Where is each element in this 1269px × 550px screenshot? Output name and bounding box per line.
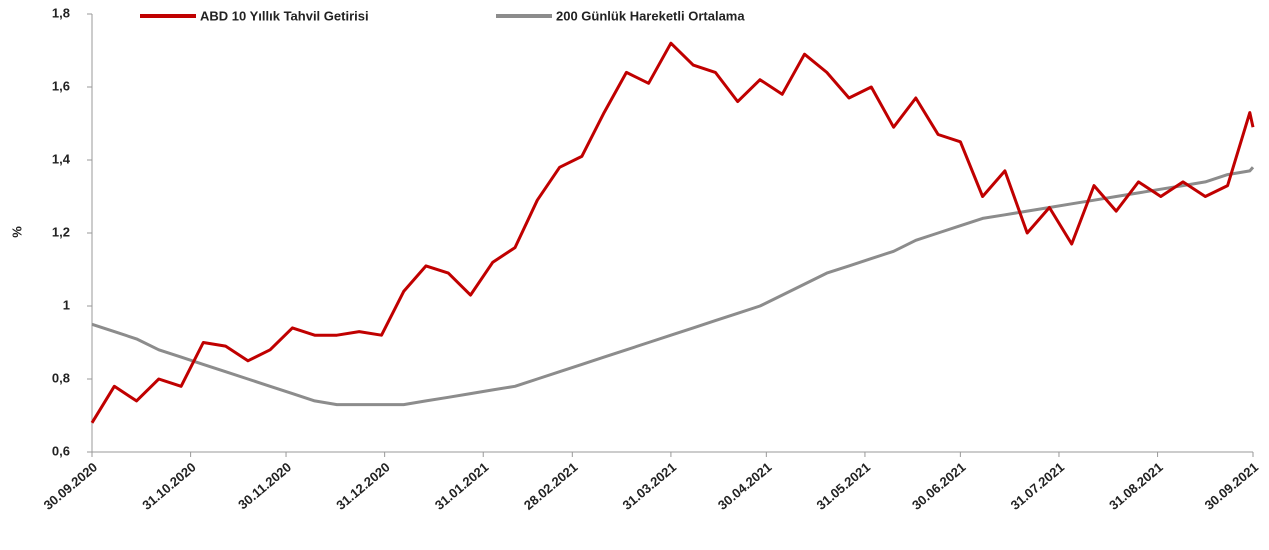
x-tick-label: 31.01.2021: [432, 459, 491, 512]
x-tick-label: 31.10.2020: [139, 459, 198, 512]
x-tick-label: 30.11.2020: [235, 459, 294, 512]
x-tick-label: 28.02.2021: [521, 459, 580, 512]
x-tick-label: 30.09.2021: [1202, 459, 1261, 512]
y-tick-label: 0,6: [52, 443, 70, 458]
x-tick-label: 31.07.2021: [1008, 459, 1067, 512]
x-tick-label: 31.12.2020: [333, 459, 392, 512]
y-tick-label: 0,8: [52, 370, 70, 385]
y-tick-label: 1,2: [52, 224, 70, 239]
y-axis-label: %: [9, 226, 24, 238]
y-tick-label: 1,4: [52, 151, 71, 166]
legend-label: ABD 10 Yıllık Tahvil Getirisi: [200, 8, 369, 23]
x-tick-label: 31.03.2021: [620, 459, 679, 512]
legend-label: 200 Günlük Hareketli Ortalama: [556, 8, 745, 23]
x-tick-label: 30.06.2021: [909, 459, 968, 512]
x-tick-label: 31.05.2021: [814, 459, 873, 512]
x-tick-label: 30.04.2021: [715, 459, 774, 512]
y-tick-label: 1,6: [52, 78, 70, 93]
series-line: [91, 166, 1255, 407]
x-tick-label: 31.08.2021: [1106, 459, 1165, 512]
y-tick-label: 1: [63, 297, 70, 312]
y-tick-label: 1,8: [52, 5, 70, 20]
x-tick-label: 30.09.2020: [41, 459, 100, 512]
series-line: [90, 41, 1255, 424]
